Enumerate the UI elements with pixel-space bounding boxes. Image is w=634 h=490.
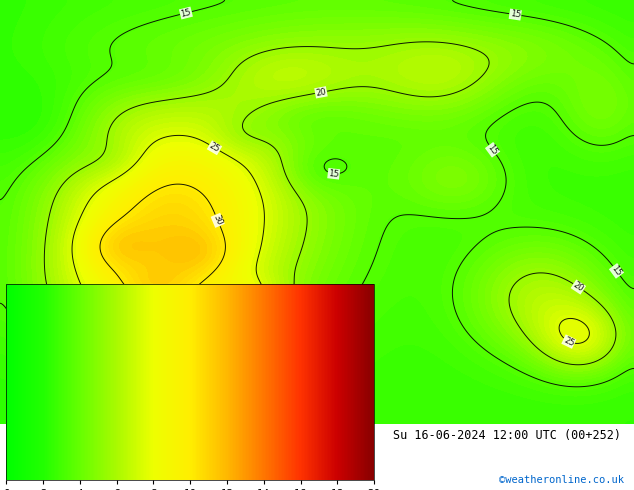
- Text: 15: 15: [328, 169, 339, 179]
- Text: 25: 25: [208, 141, 221, 154]
- Text: Temperature 2m Spread mean+σ [°C] ECMWF: Temperature 2m Spread mean+σ [°C] ECMWF: [6, 429, 284, 442]
- Text: 15: 15: [610, 264, 623, 278]
- Text: 20: 20: [571, 280, 585, 294]
- Text: Su 16-06-2024 12:00 UTC (00+252): Su 16-06-2024 12:00 UTC (00+252): [393, 429, 621, 442]
- Text: 15: 15: [179, 7, 192, 19]
- Text: 25: 25: [562, 335, 576, 348]
- Text: ©weatheronline.co.uk: ©weatheronline.co.uk: [500, 475, 624, 485]
- Text: 30: 30: [212, 214, 224, 227]
- Text: 15: 15: [486, 143, 500, 157]
- Text: 15: 15: [509, 9, 521, 20]
- Text: 20: 20: [315, 87, 327, 98]
